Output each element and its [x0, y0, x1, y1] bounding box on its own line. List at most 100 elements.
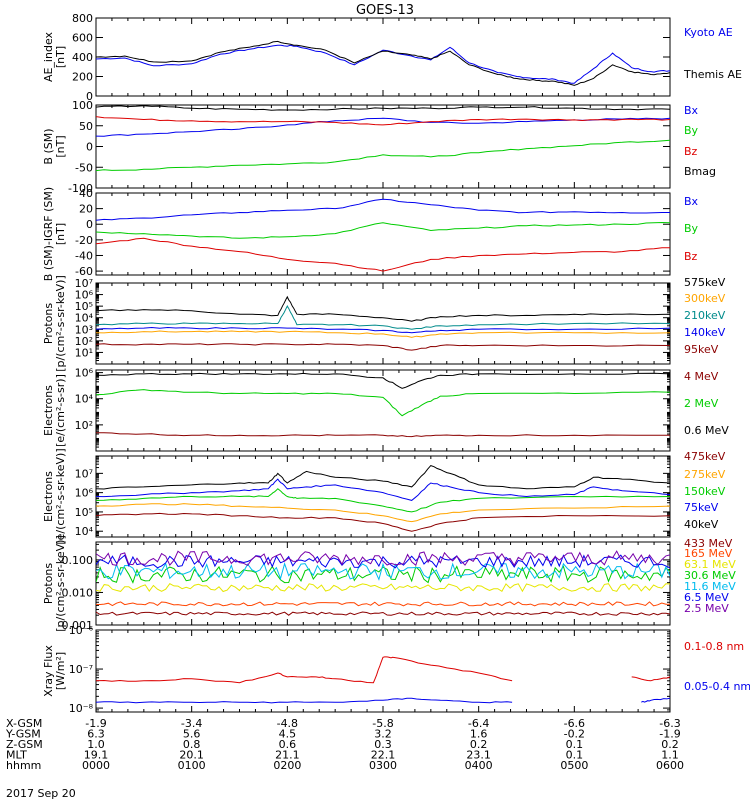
panel-frame: [95, 629, 671, 713]
series-line-165-mev: [96, 601, 670, 607]
legend-0-1-0-8-nm: 0.1-0.8 nm: [684, 640, 744, 653]
y-tick-label: 10¹: [75, 346, 93, 359]
footer-value: 19.1: [84, 749, 109, 762]
series-line-0-05-0-4-nm: [96, 697, 670, 704]
series-line-150kev: [96, 488, 670, 513]
panel-8: 10⁻⁸ 10⁻⁷ 10⁻⁶ Xray Flux [W/m²] 0.1-0.8 nm 0.0…: [42, 624, 750, 715]
y-tick-label: -100: [68, 182, 93, 195]
y-axis-label: [p/(cm²-s-sr-keV)]: [54, 275, 67, 372]
y-tick-label: 100: [72, 99, 93, 112]
legend-275kev: 275keV: [684, 468, 726, 481]
y-tick-label: 0.010: [62, 586, 94, 599]
footer-value: 22.1: [371, 749, 396, 762]
y-tick-label: 10²: [75, 335, 93, 348]
y-tick-label: 0.100: [62, 554, 94, 567]
y-tick-label: 10⁵: [75, 506, 93, 519]
legend-themis-ae: Themis AE: [683, 68, 742, 81]
footer-value: 0500: [560, 759, 588, 772]
footer-value: 0.2: [661, 738, 679, 751]
legend-by: By: [684, 222, 699, 235]
date-label: 2017 Sep 20: [6, 787, 76, 800]
series-line-bz: [96, 116, 670, 126]
legend-75kev: 75keV: [684, 501, 719, 514]
y-tick-label: 10⁷: [75, 277, 93, 290]
legend-bz: Bz: [684, 145, 698, 158]
y-tick-label: 10³: [75, 323, 93, 336]
legend-kyoto-ae: Kyoto AE: [684, 26, 733, 39]
y-tick-label: 0.001: [62, 619, 94, 632]
footer-value: 23.1: [466, 749, 491, 762]
legend-150kev: 150keV: [684, 485, 726, 498]
footer-value: 20.1: [179, 749, 204, 762]
panel-2: -100 -50 0 50 100 B (SM) [nT] Bx By Bz Bmag: [42, 99, 716, 195]
y-tick-label: 20: [79, 203, 93, 216]
legend-475kev: 475keV: [684, 450, 726, 463]
footer-value: 0.1: [566, 749, 584, 762]
legend-300kev: 300keV: [684, 292, 726, 305]
y-axis-label: [p/(cm²-s-sr-keV)]: [54, 535, 67, 632]
y-tick-label: 10⁻⁶: [69, 624, 94, 637]
series-group: [96, 198, 670, 272]
y-tick-label: 10⁶: [75, 367, 94, 380]
y-tick-label: 10⁶: [75, 289, 94, 302]
series-line-475kev: [96, 512, 670, 532]
legend-433-mev: 433 MeV: [684, 537, 733, 550]
series-group: [96, 656, 670, 704]
series-line-bmag: [96, 105, 670, 111]
y-tick-label: 10⁻⁷: [69, 663, 93, 676]
panel-6: 10⁴ 10⁵ 10⁶ 10⁷ Electrons [e/(cm²-s-sr-keV)] 4…: [42, 448, 726, 544]
legend-6-5-mev: 6.5 MeV: [684, 591, 729, 604]
footer-value: -5.8: [372, 717, 393, 730]
legend-210kev: 210keV: [684, 309, 726, 322]
y-axis-label: [nT]: [54, 135, 67, 157]
series-group: [96, 105, 670, 172]
y-tick-label: 50: [79, 120, 93, 133]
footer-row-label: X-GSM: [6, 717, 42, 730]
y-axis-label: Protons: [42, 303, 55, 344]
legend-bx: Bx: [684, 104, 699, 117]
panel-frame: [95, 369, 671, 452]
series-line-275kev: [96, 503, 670, 523]
panel-5: 10² 10⁴ 10⁶ Electrons [e/(cm²-s-sr)] 4 MeV 2 M…: [42, 367, 729, 452]
legend-0-05-0-4-nm: 0.05-0.4 nm: [684, 680, 750, 693]
footer-row-label: hhmm: [6, 759, 41, 772]
series-line-95kev: [96, 343, 670, 351]
legend-40kev: 40keV: [684, 518, 719, 531]
footer-value: 0.1: [566, 738, 584, 751]
y-axis-label: Protons: [42, 563, 55, 604]
series-group: [96, 465, 670, 532]
footer-value: 0.6: [279, 738, 297, 751]
footer-value: -6.3: [659, 717, 680, 730]
legend-2-5-mev: 2.5 MeV: [684, 602, 729, 615]
footer-value: 5.6: [183, 728, 201, 741]
footer-value: 1.0: [87, 738, 105, 751]
series-line-40kev: [96, 465, 670, 490]
series-line-140kev: [96, 326, 670, 334]
footer-value: -6.6: [564, 717, 585, 730]
footer-value: -1.9: [659, 728, 680, 741]
legend-575kev: 575keV: [684, 276, 726, 289]
footer-row-label: MLT: [6, 749, 27, 762]
chart-title: GOES-13: [356, 3, 414, 18]
legend-63-1-mev: 63.1 MeV: [684, 558, 736, 571]
y-tick-label: 10⁴: [75, 525, 94, 538]
y-axis-label: AE_index: [42, 31, 55, 82]
series-line-63-1-mev: [96, 583, 670, 593]
series-line-210kev: [96, 305, 670, 330]
footer-value: -0.2: [564, 728, 585, 741]
legend-by: By: [684, 124, 699, 137]
y-tick-label: -60: [75, 265, 93, 278]
y-tick-label: 600: [72, 32, 93, 45]
y-tick-label: 0: [86, 141, 93, 154]
y-axis-label: Electrons: [42, 385, 55, 436]
y-tick-label: -20: [75, 234, 93, 247]
series-group: [96, 40, 670, 86]
y-axis-label: [e/(cm²-s-sr-keV)]: [54, 448, 67, 544]
legend-140kev: 140keV: [684, 326, 726, 339]
series-line-by: [96, 221, 670, 239]
series-line-themis-ae: [96, 40, 670, 86]
series-line-2-5-mev: [96, 550, 670, 567]
legend-bmag: Bmag: [684, 165, 716, 178]
